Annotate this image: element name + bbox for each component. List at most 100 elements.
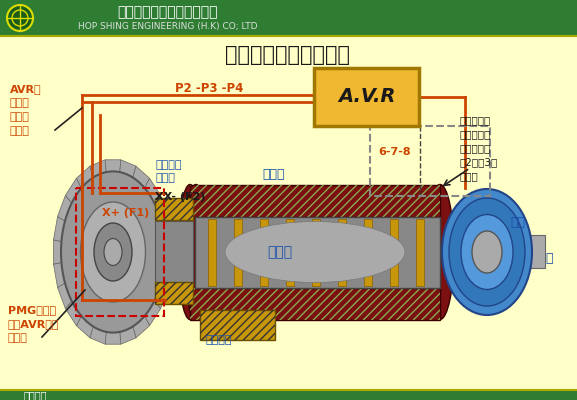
Polygon shape <box>471 194 478 204</box>
Bar <box>76 188 164 316</box>
Ellipse shape <box>184 184 208 320</box>
Bar <box>190 185 440 217</box>
Text: 整流模块: 整流模块 <box>205 335 231 345</box>
Text: 主转子: 主转子 <box>267 245 293 259</box>
Bar <box>155 282 193 304</box>
Polygon shape <box>145 178 160 203</box>
Ellipse shape <box>61 171 165 333</box>
Bar <box>200 310 275 340</box>
Text: 主定子: 主定子 <box>262 168 284 182</box>
Bar <box>234 219 242 286</box>
Text: 轴: 轴 <box>545 252 553 264</box>
Polygon shape <box>58 283 72 309</box>
Bar <box>286 219 294 286</box>
Polygon shape <box>523 236 531 244</box>
Text: X+ (F1): X+ (F1) <box>102 208 149 218</box>
Text: 6-7-8: 6-7-8 <box>378 147 411 157</box>
Polygon shape <box>488 304 494 312</box>
Polygon shape <box>65 301 81 326</box>
Bar <box>190 185 440 217</box>
Bar <box>338 219 346 286</box>
Ellipse shape <box>461 214 513 290</box>
Bar <box>390 219 398 286</box>
Text: P2 -P3 -P4: P2 -P3 -P4 <box>175 82 243 94</box>
Ellipse shape <box>81 202 145 302</box>
Polygon shape <box>479 192 486 200</box>
Bar <box>200 310 275 340</box>
Polygon shape <box>496 194 504 204</box>
Polygon shape <box>120 326 136 344</box>
Bar <box>155 198 193 220</box>
Polygon shape <box>455 289 464 298</box>
Polygon shape <box>523 260 531 268</box>
Polygon shape <box>161 216 173 242</box>
Polygon shape <box>161 262 173 288</box>
Polygon shape <box>105 160 121 172</box>
Bar <box>190 288 440 320</box>
Polygon shape <box>54 216 65 242</box>
Bar <box>364 219 372 286</box>
Bar <box>314 68 419 126</box>
Polygon shape <box>510 289 519 298</box>
Polygon shape <box>479 304 486 312</box>
Polygon shape <box>105 332 121 344</box>
Text: A.V.R: A.V.R <box>338 88 395 106</box>
Ellipse shape <box>426 184 454 320</box>
Bar <box>65 235 545 268</box>
Polygon shape <box>443 236 451 244</box>
Bar <box>0 0 577 36</box>
Polygon shape <box>445 225 454 234</box>
Bar <box>155 221 193 284</box>
Text: 合成工程（香港）有限公司: 合成工程（香港）有限公司 <box>118 5 218 19</box>
Ellipse shape <box>442 189 532 315</box>
Text: XX- (F2): XX- (F2) <box>155 192 205 202</box>
Bar <box>155 282 193 304</box>
Polygon shape <box>133 316 149 338</box>
Text: 励磁转子
和定子: 励磁转子 和定子 <box>155 160 182 183</box>
Polygon shape <box>77 166 93 188</box>
Ellipse shape <box>449 198 525 306</box>
Polygon shape <box>77 316 93 338</box>
Polygon shape <box>496 300 504 310</box>
Text: 发电机基本结构和电路: 发电机基本结构和电路 <box>226 45 350 65</box>
Polygon shape <box>58 195 72 221</box>
Polygon shape <box>520 270 529 279</box>
Polygon shape <box>164 240 173 264</box>
Polygon shape <box>516 280 524 290</box>
Bar <box>260 219 268 286</box>
Text: 从主定子来
的交流电源
和传感信号
（2相或3相
感应）: 从主定子来 的交流电源 和传感信号 （2相或3相 感应） <box>460 115 499 181</box>
Circle shape <box>7 5 33 31</box>
Polygon shape <box>443 260 451 268</box>
Ellipse shape <box>225 222 405 282</box>
Polygon shape <box>516 214 524 224</box>
Polygon shape <box>455 206 464 215</box>
Polygon shape <box>54 262 65 288</box>
Polygon shape <box>90 326 106 344</box>
Polygon shape <box>510 206 519 215</box>
Bar <box>416 219 424 286</box>
Ellipse shape <box>178 184 202 320</box>
Polygon shape <box>90 160 106 178</box>
Text: PMG提供电
源给AVR（安
装时）: PMG提供电 源给AVR（安 装时） <box>8 305 59 343</box>
Polygon shape <box>154 195 168 221</box>
Bar <box>195 217 440 288</box>
Polygon shape <box>54 240 61 264</box>
Polygon shape <box>443 249 449 255</box>
Ellipse shape <box>104 238 122 266</box>
Polygon shape <box>503 198 512 208</box>
Polygon shape <box>520 225 529 234</box>
Ellipse shape <box>472 231 502 273</box>
Ellipse shape <box>94 223 132 281</box>
Polygon shape <box>462 198 471 208</box>
Text: HOP SHING ENGINEERING (H.K) CO; LTD: HOP SHING ENGINEERING (H.K) CO; LTD <box>78 22 258 30</box>
Polygon shape <box>133 166 149 188</box>
Polygon shape <box>65 178 81 203</box>
Text: 轴承: 轴承 <box>510 216 525 228</box>
Polygon shape <box>445 270 454 279</box>
Bar <box>312 219 320 286</box>
Text: AVR输
出直流
电给励
磁定子: AVR输 出直流 电给励 磁定子 <box>10 84 42 136</box>
Polygon shape <box>120 160 136 178</box>
Polygon shape <box>154 283 168 309</box>
Polygon shape <box>145 301 160 326</box>
Polygon shape <box>488 192 494 200</box>
